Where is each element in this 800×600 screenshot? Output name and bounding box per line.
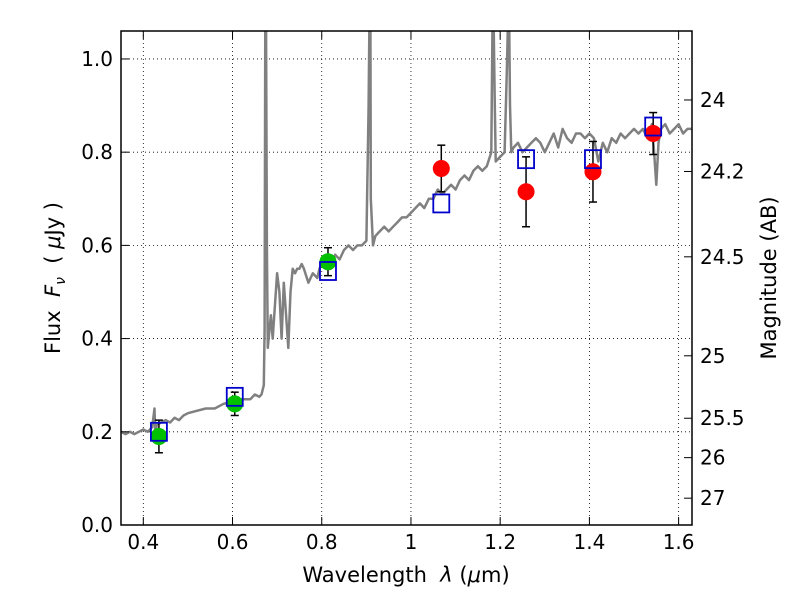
mag-tick-label: 26 [700, 446, 725, 470]
x-tick-label: 0.4 [127, 530, 159, 554]
nir-photometry-point [644, 125, 662, 143]
nir-photometry-point [517, 183, 535, 201]
x-tick-label: 0.8 [306, 530, 338, 554]
x-tick-label: 1.2 [484, 530, 516, 554]
template-spectrum-line [121, 31, 692, 438]
x-tick-label: 0.6 [217, 530, 249, 554]
model-photometry-square [432, 193, 451, 214]
spectrum-layer [121, 31, 692, 438]
x-tick-label: 1 [405, 530, 418, 554]
y-tick-label: 0.8 [81, 140, 113, 164]
mag-tick-label: 24 [700, 88, 725, 112]
y2-axis-label: Magnitude (AB) [757, 196, 781, 359]
mag-tick-label: 25.5 [700, 406, 745, 430]
model-photometry-square [644, 116, 663, 137]
model-photometry-square [150, 421, 168, 442]
mag-tick-label: 24.2 [700, 159, 745, 183]
y-tick-label: 0.4 [81, 327, 113, 351]
x-tick-label: 1.4 [573, 530, 605, 554]
model-photometry-square [225, 386, 244, 407]
y-tick-label: 0.2 [81, 420, 113, 444]
model-photometry-square [517, 149, 535, 170]
y-tick-label: 0.0 [81, 513, 113, 537]
model-photometry-square [319, 261, 337, 281]
mag-tick-label: 24.5 [700, 245, 745, 269]
mag-tick-label: 25 [700, 344, 725, 368]
model-photometry-square [584, 149, 602, 170]
y-tick-label: 1.0 [81, 47, 113, 71]
marker-layer [150, 111, 663, 454]
optical-photometry-point [150, 427, 168, 445]
nir-photometry-point [584, 163, 602, 181]
y-axis-label: Flux Fν ( μJy ) [41, 202, 69, 354]
x-tick-label: 1.6 [663, 530, 695, 554]
tick-layer: 0.4 0.6 0.8 1 1.2 1.4 1.6 0.0 0.2 0.4 0.6 0.8 1.0 24 2… [81, 31, 745, 554]
optical-photometry-point [226, 395, 244, 413]
nir-photometry-point [432, 159, 450, 177]
mag-tick-label: 27 [700, 486, 725, 510]
y-tick-label: 0.6 [81, 233, 113, 257]
x-axis-label: Wavelength λ (μm) [302, 563, 509, 587]
plot-frame [120, 30, 693, 526]
